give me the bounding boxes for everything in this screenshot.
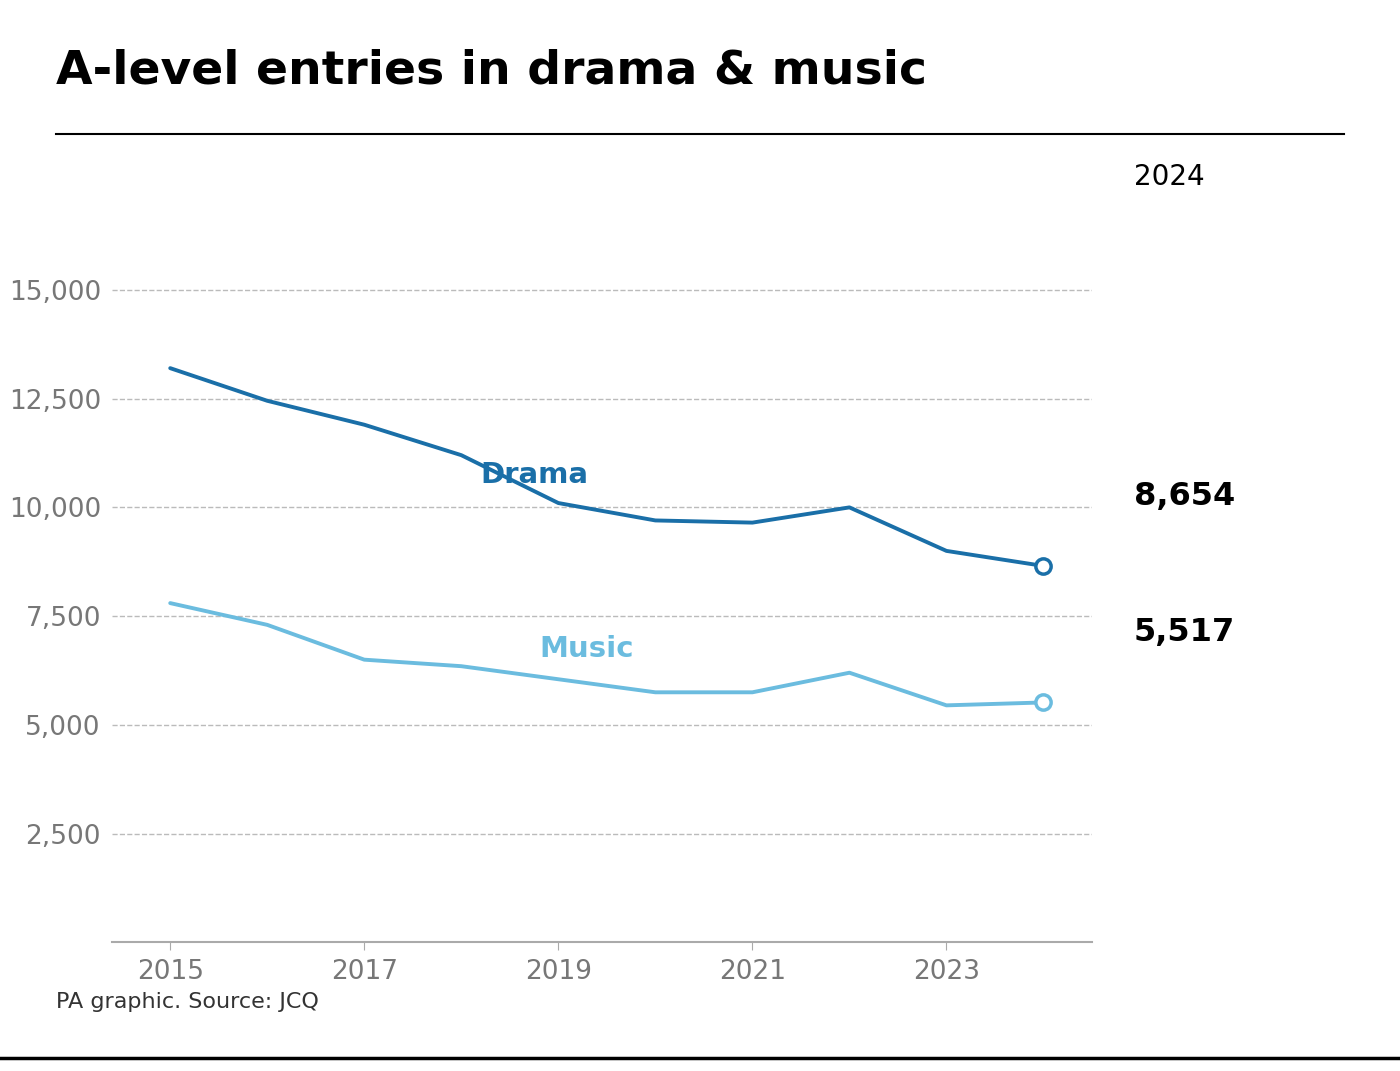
Text: PA graphic. Source: JCQ: PA graphic. Source: JCQ [56, 992, 319, 1012]
Text: Music: Music [539, 635, 633, 663]
Text: 8,654: 8,654 [1134, 481, 1235, 512]
Text: 2024: 2024 [1134, 163, 1204, 191]
Text: A-level entries in drama & music: A-level entries in drama & music [56, 48, 927, 93]
Text: 5,517: 5,517 [1134, 618, 1235, 649]
Text: Drama: Drama [480, 461, 589, 488]
